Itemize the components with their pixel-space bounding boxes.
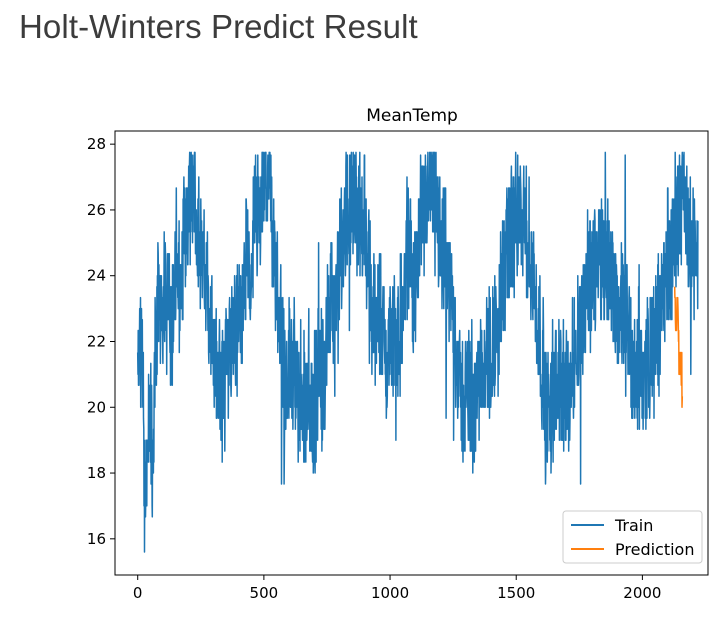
x-tick-label: 1500: [497, 584, 535, 602]
x-tick-label: 500: [250, 584, 279, 602]
series-layer: [136, 151, 699, 553]
x-axis: 0 500 1000 1500 2000: [133, 575, 661, 602]
y-tick-label: 28: [87, 135, 106, 153]
y-tick-label: 20: [87, 398, 106, 416]
x-tick-label: 0: [133, 584, 143, 602]
train-series-line: [136, 151, 699, 553]
y-tick-label: 26: [87, 201, 106, 219]
y-tick-label: 18: [87, 464, 106, 482]
y-tick-label: 16: [87, 530, 106, 548]
legend: Train Prediction: [562, 510, 703, 564]
x-tick-label: 2000: [623, 584, 661, 602]
y-tick-label: 24: [87, 267, 106, 285]
chart-title: MeanTemp: [366, 106, 458, 126]
y-tick-label: 22: [87, 332, 106, 350]
page-title: Holt-Winters Predict Result: [19, 8, 418, 45]
legend-train-label: Train: [614, 516, 653, 535]
prediction-series-line: [673, 286, 684, 409]
y-axis: 16 18 20 22 24 26 28: [87, 135, 115, 548]
x-tick-label: 1000: [371, 584, 409, 602]
legend-prediction-label: Prediction: [615, 540, 694, 559]
